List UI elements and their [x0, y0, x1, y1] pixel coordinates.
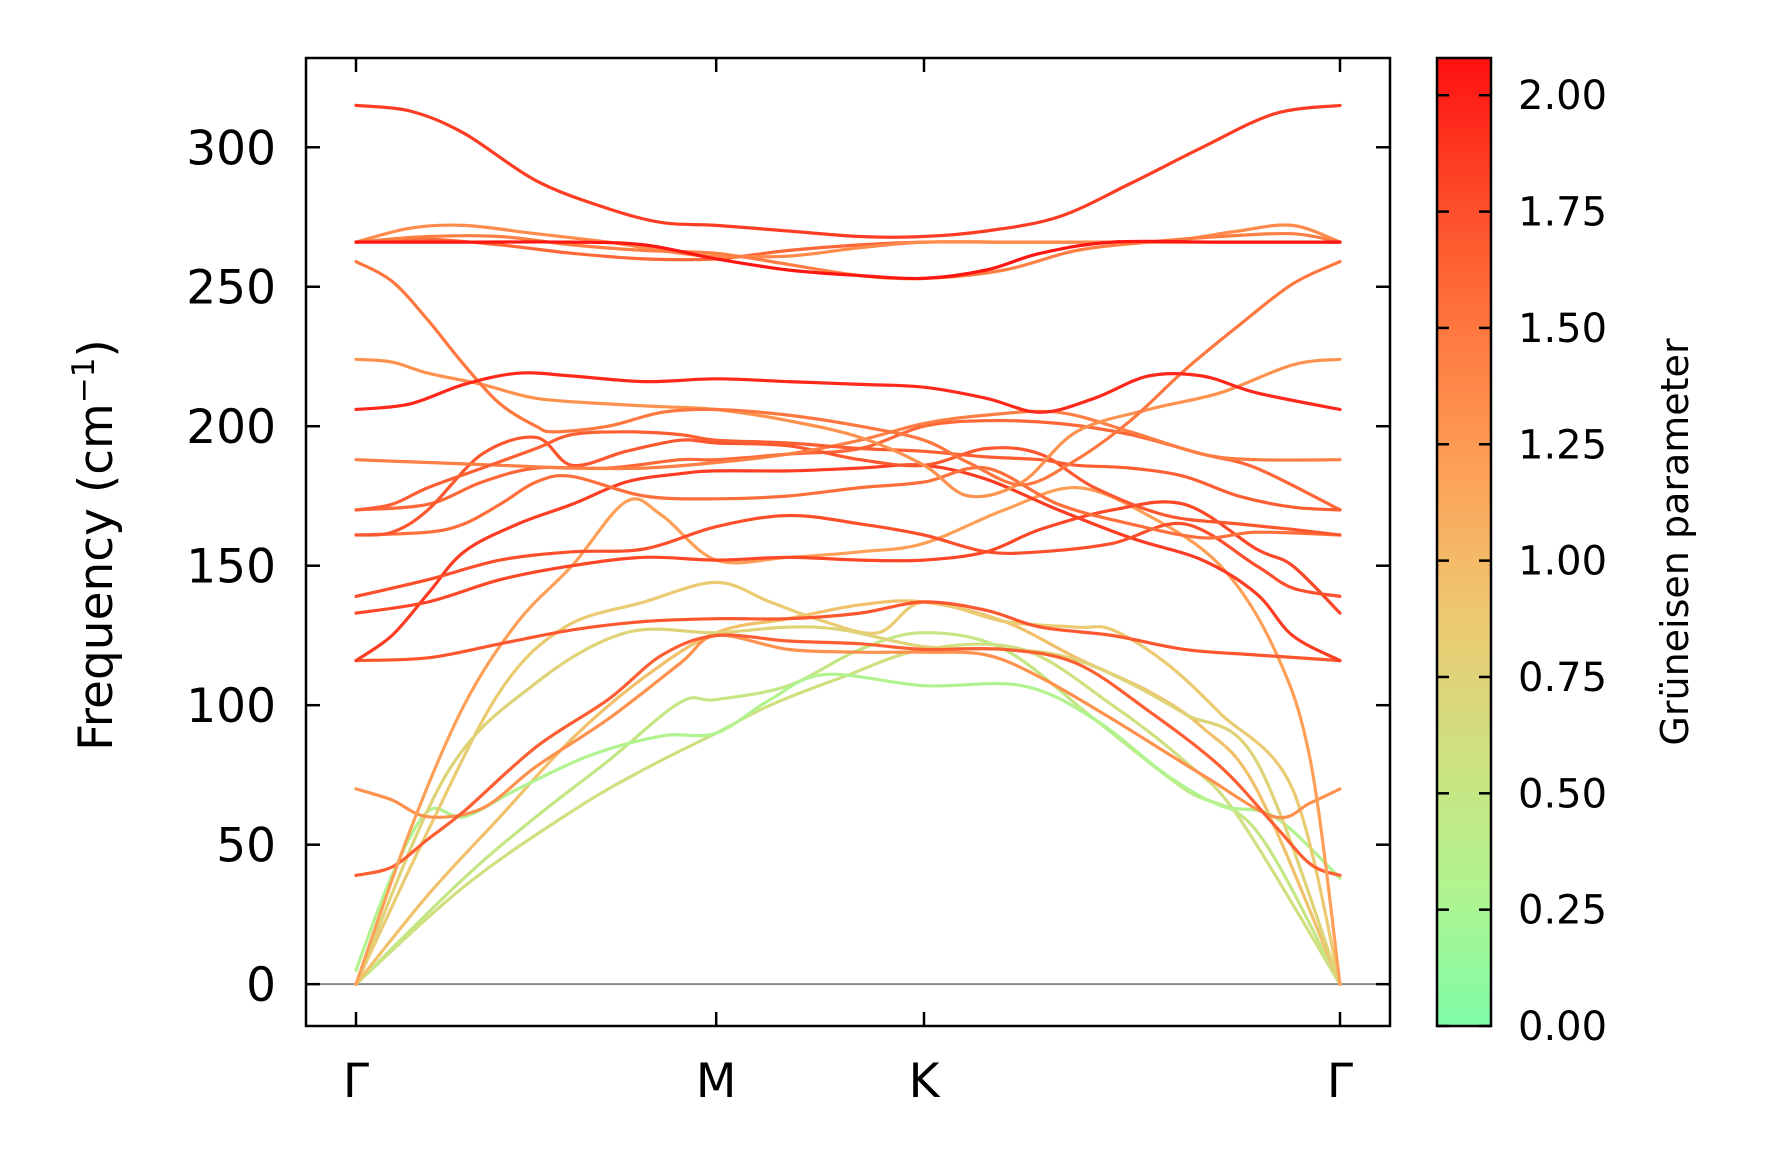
phonon-band-25	[354, 239, 1342, 281]
phonon-band-14	[354, 465, 1342, 540]
x-tick-label: Γ	[1327, 1054, 1353, 1109]
phonon-band-26	[354, 103, 1342, 239]
colorbar-gradient	[1437, 58, 1491, 1026]
phonon-band-10	[354, 600, 1342, 663]
y-axis-label-close: )	[69, 339, 124, 357]
plot-frame	[304, 56, 1392, 1028]
y-tick-label: 50	[216, 819, 276, 874]
phonon-band-8	[354, 633, 1342, 877]
phonon-band-5	[354, 580, 1342, 986]
colorbar-tick-label: 0.00	[1518, 1004, 1607, 1050]
phonon-band-3	[354, 599, 1342, 986]
colorbar-tick-label: 0.75	[1518, 655, 1607, 701]
phonon-band-21	[354, 371, 1342, 414]
y-tick-label: 300	[186, 121, 276, 176]
plot-axes: 0 50 100 150 200 250 300 Γ M K Γ	[186, 58, 1390, 1109]
colorbar-tick-label: 0.50	[1518, 771, 1607, 817]
colorbar-tick-label: 2.00	[1518, 73, 1607, 119]
y-axis-label-main: Frequency (cm	[69, 403, 124, 751]
colorbar-label: Grüneisen parameter	[1653, 338, 1697, 746]
phonon-band-12	[354, 500, 1342, 615]
phonon-band-16	[354, 435, 1342, 537]
x-tick-label: Γ	[343, 1054, 369, 1109]
colorbar-tick-label: 0.25	[1518, 888, 1607, 934]
y-axis-label-exponent: −1	[66, 357, 102, 403]
phonon-band-9	[354, 485, 1342, 986]
phonon-band-11	[354, 463, 1342, 663]
x-tick-label: K	[909, 1054, 941, 1109]
phonon-band-4	[354, 672, 1342, 972]
phonon-band-2	[354, 631, 1342, 986]
colorbar-tick-label: 1.25	[1518, 422, 1607, 468]
colorbar-tick-label: 1.75	[1518, 190, 1607, 236]
y-tick-label: 0	[246, 958, 276, 1013]
phonon-band-17	[354, 409, 1342, 471]
y-tick-label: 100	[186, 679, 276, 734]
phonon-band-18	[354, 430, 1342, 512]
phonon-bands	[354, 103, 1342, 986]
phonon-band-7	[354, 633, 1342, 820]
x-tick-label: M	[696, 1054, 737, 1109]
colorbar-tick-label: 1.50	[1518, 306, 1607, 352]
colorbar-frame	[1435, 56, 1493, 1028]
y-tick-label: 150	[186, 540, 276, 595]
colorbar-tick-label: 1.00	[1518, 539, 1607, 585]
y-axis-label: Frequency (cm−1)	[66, 339, 124, 751]
phonon-band-20	[354, 260, 1342, 487]
y-tick-label: 250	[186, 261, 276, 316]
y-tick-label: 200	[186, 400, 276, 455]
colorbar-ticks: 0.00 0.25 0.50 0.75 1.00 1.25 1.50 1.75 2.00	[1437, 73, 1607, 1050]
phonon-band-6	[354, 625, 1342, 986]
